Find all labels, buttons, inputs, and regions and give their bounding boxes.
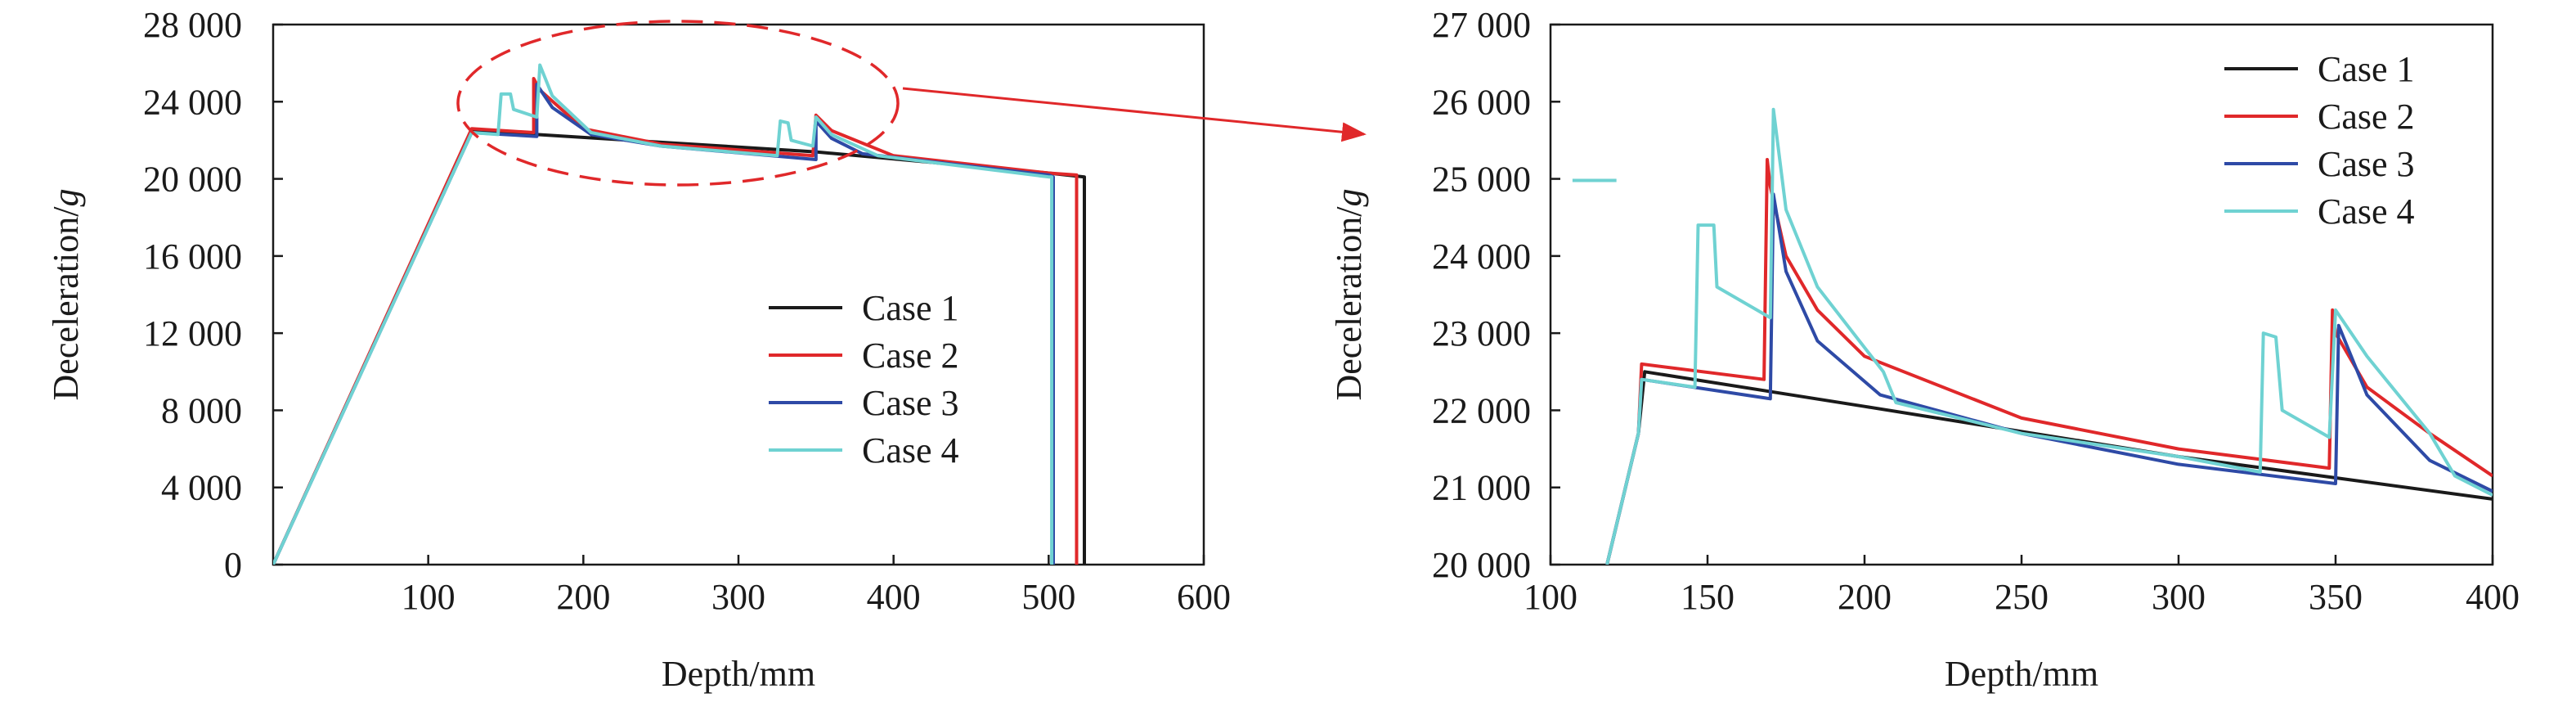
- legend-label: Case 3: [862, 383, 959, 423]
- x-tick-label: 100: [402, 577, 456, 617]
- y-tick-label: 28 000: [143, 5, 242, 45]
- legend-label: Case 2: [862, 335, 959, 376]
- y-tick-label: 20 000: [143, 160, 242, 200]
- x-tick-label: 600: [1177, 577, 1231, 617]
- legend-label: Case 1: [862, 288, 959, 328]
- y-axis-title: Deceleration/g: [46, 189, 86, 401]
- series-line-case-3: [1605, 192, 2493, 565]
- series-line-case-2: [1605, 158, 2493, 565]
- zoom-ellipse: [456, 20, 900, 187]
- legend-label: Case 4: [2318, 191, 2415, 232]
- x-tick-label: 150: [1681, 577, 1735, 617]
- series-line-case-4: [273, 63, 1054, 565]
- x-tick-label: 200: [556, 577, 610, 617]
- legend-label: Case 4: [862, 430, 959, 471]
- y-tick-label: 22 000: [1432, 390, 1531, 430]
- x-tick-label: 500: [1021, 577, 1075, 617]
- x-tick-label: 400: [867, 577, 921, 617]
- y-tick-label: 4 000: [161, 468, 242, 508]
- y-tick-label: 12 000: [143, 313, 242, 354]
- zoom-annotation: [456, 20, 1367, 187]
- series-line-case-1: [1605, 370, 2493, 565]
- y-tick-label: 0: [224, 545, 242, 585]
- x-tick-label: 400: [2466, 577, 2520, 617]
- y-tick-label: 8 000: [161, 390, 242, 430]
- zoom-arrow: [902, 87, 1367, 142]
- y-axis-title: Deceleration/g: [1329, 189, 1369, 401]
- y-tick-label: 24 000: [143, 82, 242, 122]
- legend-label: Case 2: [2318, 97, 2415, 137]
- y-tick-label: 27 000: [1432, 5, 1531, 45]
- legend-label: Case 3: [2318, 144, 2415, 184]
- y-tick-label: 20 000: [1432, 545, 1531, 585]
- y-tick-label: 23 000: [1432, 313, 1531, 354]
- series-line-case-4: [1605, 107, 2493, 565]
- chart-left: 100 200 300 400 500 600 0 4 000 8 000 12 000 16 00…: [46, 5, 1231, 694]
- x-axis-title: Depth/mm: [1945, 654, 2098, 694]
- y-tick-label: 25 000: [1432, 160, 1531, 200]
- chart-right: 100 150 200 250 300 350 400 20 000 21 000 22 000 2…: [1329, 5, 2520, 694]
- y-tick-label: 21 000: [1432, 468, 1531, 508]
- x-tick-label: 100: [1524, 577, 1577, 617]
- y-tick-label: 24 000: [1432, 236, 1531, 277]
- y-tick-label: 26 000: [1432, 82, 1531, 122]
- legend-label: Case 1: [2318, 49, 2415, 89]
- x-axis-title: Depth/mm: [662, 654, 815, 694]
- x-tick-label: 300: [711, 577, 765, 617]
- x-tick-label: 350: [2309, 577, 2363, 617]
- x-tick-label: 250: [1995, 577, 2049, 617]
- x-tick-label: 300: [2152, 577, 2206, 617]
- series-line-case-1: [273, 128, 1086, 565]
- x-tick-label: 200: [1838, 577, 1892, 617]
- y-tick-label: 16 000: [143, 236, 242, 277]
